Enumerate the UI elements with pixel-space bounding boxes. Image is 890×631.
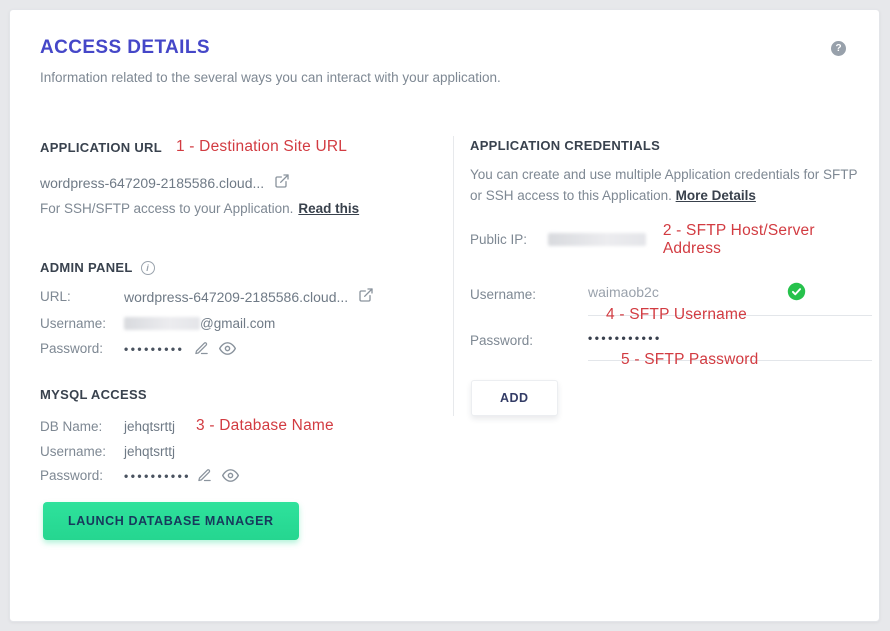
credentials-description-text: You can create and use multiple Applicat… bbox=[470, 167, 858, 203]
redacted-public-ip-value bbox=[548, 233, 646, 247]
mysql-password-row: Password: •••••••••• bbox=[40, 467, 444, 484]
annotation-3-database-name: 3 - Database Name bbox=[196, 417, 334, 434]
ssh-note-row: For SSH/SFTP access to your Application.… bbox=[40, 201, 444, 216]
ssh-note-text: For SSH/SFTP access to your Application. bbox=[40, 201, 294, 216]
mysql-access-heading: MYSQL ACCESS bbox=[40, 387, 147, 402]
application-url-value: wordpress-647209-2185586.cloud... bbox=[40, 174, 265, 191]
mysql-password-label: Password: bbox=[40, 468, 104, 483]
show-password-eye-icon[interactable] bbox=[222, 467, 240, 484]
access-details-card: ACCESS DETAILS ? Information related to … bbox=[9, 9, 880, 622]
sftp-password-label: Password: bbox=[470, 332, 534, 348]
public-ip-label: Public IP: bbox=[470, 232, 528, 248]
mysql-dbname-row: DB Name: jehqtsrttj 3 - Database Name bbox=[40, 417, 444, 435]
application-url-section-heading: APPLICATION URL 1 - Destination Site URL bbox=[40, 138, 444, 156]
edit-password-icon[interactable] bbox=[197, 468, 212, 483]
sftp-password-mask: ••••••••••• bbox=[588, 330, 662, 345]
help-icon[interactable]: ? bbox=[831, 41, 846, 56]
admin-password-mask: ••••••••• bbox=[124, 341, 185, 356]
admin-username-label: Username: bbox=[40, 316, 107, 331]
admin-url-label: URL: bbox=[40, 289, 71, 304]
sftp-password-input[interactable]: ••••••••••• 5 - SFTP Password bbox=[588, 330, 872, 368]
admin-password-label: Password: bbox=[40, 341, 104, 356]
more-details-link[interactable]: More Details bbox=[675, 187, 756, 203]
application-credentials-heading-text: APPLICATION CREDENTIALS bbox=[470, 138, 661, 153]
annotation-5-sftp-password: 5 - SFTP Password bbox=[621, 350, 759, 368]
left-column: APPLICATION URL 1 - Destination Site URL… bbox=[40, 138, 444, 540]
right-column: APPLICATION CREDENTIALS You can create a… bbox=[470, 138, 872, 416]
mysql-dbname-label: DB Name: bbox=[40, 418, 103, 434]
mysql-username-label: Username: bbox=[40, 444, 107, 459]
edit-password-icon[interactable] bbox=[194, 341, 209, 356]
redacted-username-value bbox=[124, 317, 200, 330]
sftp-username-label: Username: bbox=[470, 286, 537, 302]
admin-panel-section-heading: ADMIN PANEL i bbox=[40, 260, 444, 275]
annotation-4-sftp-username: 4 - SFTP Username bbox=[606, 305, 747, 323]
credentials-description: You can create and use multiple Applicat… bbox=[470, 165, 870, 207]
admin-url-row: URL: wordpress-647209-2185586.cloud... bbox=[40, 287, 444, 306]
admin-panel-heading: ADMIN PANEL bbox=[40, 260, 133, 275]
external-link-icon[interactable] bbox=[358, 287, 374, 306]
launch-database-manager-button[interactable]: LAUNCH DATABASE MANAGER bbox=[43, 502, 299, 540]
application-url-row: wordpress-647209-2185586.cloud... bbox=[40, 173, 444, 192]
admin-username-suffix: @gmail.com bbox=[200, 316, 276, 331]
admin-url-value: wordpress-647209-2185586.cloud... bbox=[124, 288, 349, 305]
application-url-heading: APPLICATION URL bbox=[40, 139, 162, 155]
public-ip-row: Public IP: 2 - SFTP Host/Server Address bbox=[470, 222, 872, 258]
mysql-username-row: Username: jehqtsrttj bbox=[40, 444, 444, 459]
sftp-password-row: Password: ••••••••••• 5 - SFTP Password bbox=[470, 330, 872, 368]
annotation-2-sftp-host: 2 - SFTP Host/Server Address bbox=[662, 221, 815, 257]
annotation-1-destination-site-url: 1 - Destination Site URL bbox=[175, 138, 348, 155]
mysql-access-section-heading: MYSQL ACCESS bbox=[40, 387, 444, 402]
mysql-username-value: jehqtsrttj bbox=[124, 444, 176, 459]
sftp-username-value: waimaob2c bbox=[588, 283, 659, 300]
sftp-username-input[interactable]: waimaob2c 4 - SFTP Username bbox=[588, 282, 872, 323]
check-circle-icon bbox=[787, 282, 806, 304]
external-link-icon[interactable] bbox=[274, 173, 290, 192]
read-this-link[interactable]: Read this bbox=[298, 201, 360, 216]
application-credentials-heading: APPLICATION CREDENTIALS bbox=[470, 138, 872, 153]
page-subtitle: Information related to the several ways … bbox=[40, 70, 501, 85]
admin-username-row: Username: @gmail.com bbox=[40, 316, 444, 331]
sftp-username-row: Username: waimaob2c 4 - SFTP Username bbox=[470, 282, 872, 323]
info-icon[interactable]: i bbox=[140, 260, 155, 275]
mysql-dbname-value: jehqtsrttj bbox=[124, 418, 176, 434]
add-credential-button[interactable]: ADD bbox=[471, 379, 558, 416]
page-title: ACCESS DETAILS bbox=[40, 37, 210, 58]
column-divider bbox=[453, 136, 454, 416]
admin-password-row: Password: ••••••••• bbox=[40, 340, 444, 357]
show-password-eye-icon[interactable] bbox=[219, 340, 237, 357]
mysql-password-mask: •••••••••• bbox=[124, 468, 192, 483]
